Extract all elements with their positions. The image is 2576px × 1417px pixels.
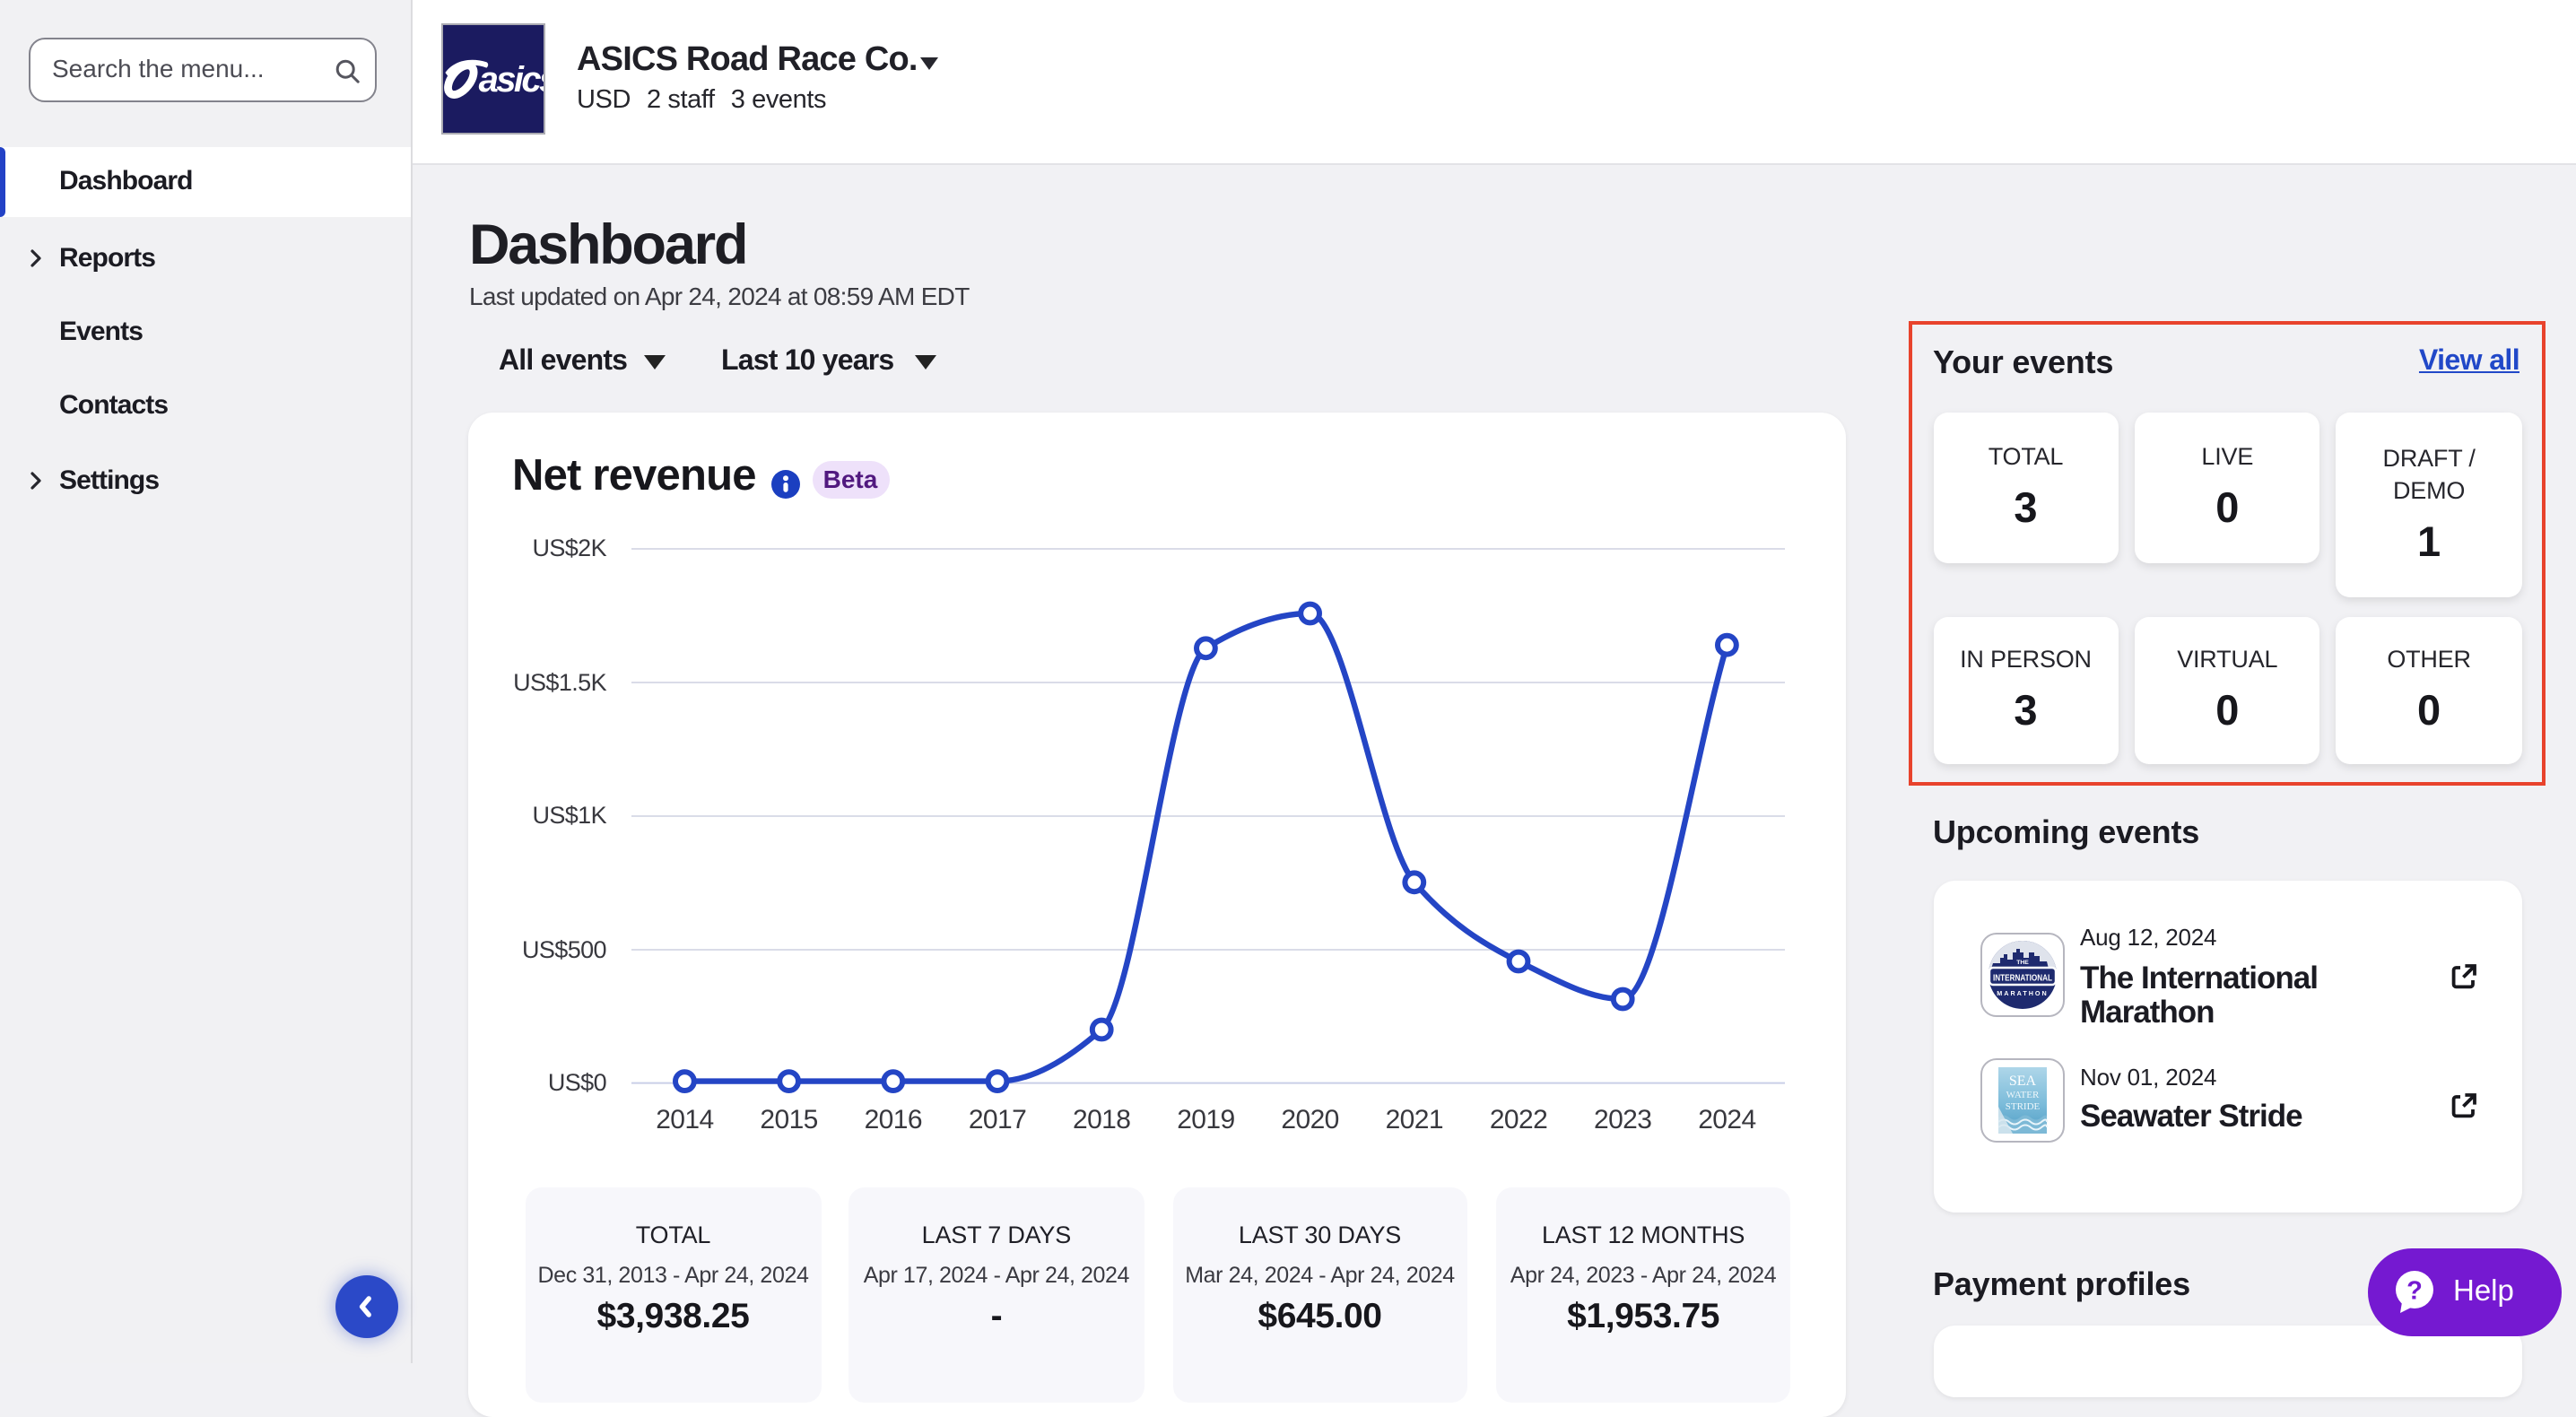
- svg-text:· MARATHON ·: · MARATHON ·: [1989, 988, 2055, 996]
- svg-text:THE: THE: [2015, 959, 2028, 965]
- svg-text:WATER: WATER: [2006, 1089, 2039, 1100]
- svg-text:?: ?: [2406, 1277, 2422, 1306]
- svg-text:asics: asics: [479, 60, 544, 100]
- svg-text:INTERNATIONAL: INTERNATIONAL: [1992, 973, 2051, 983]
- svg-text:SEA: SEA: [2008, 1073, 2036, 1088]
- svg-text:STRIDE: STRIDE: [2005, 1100, 2040, 1111]
